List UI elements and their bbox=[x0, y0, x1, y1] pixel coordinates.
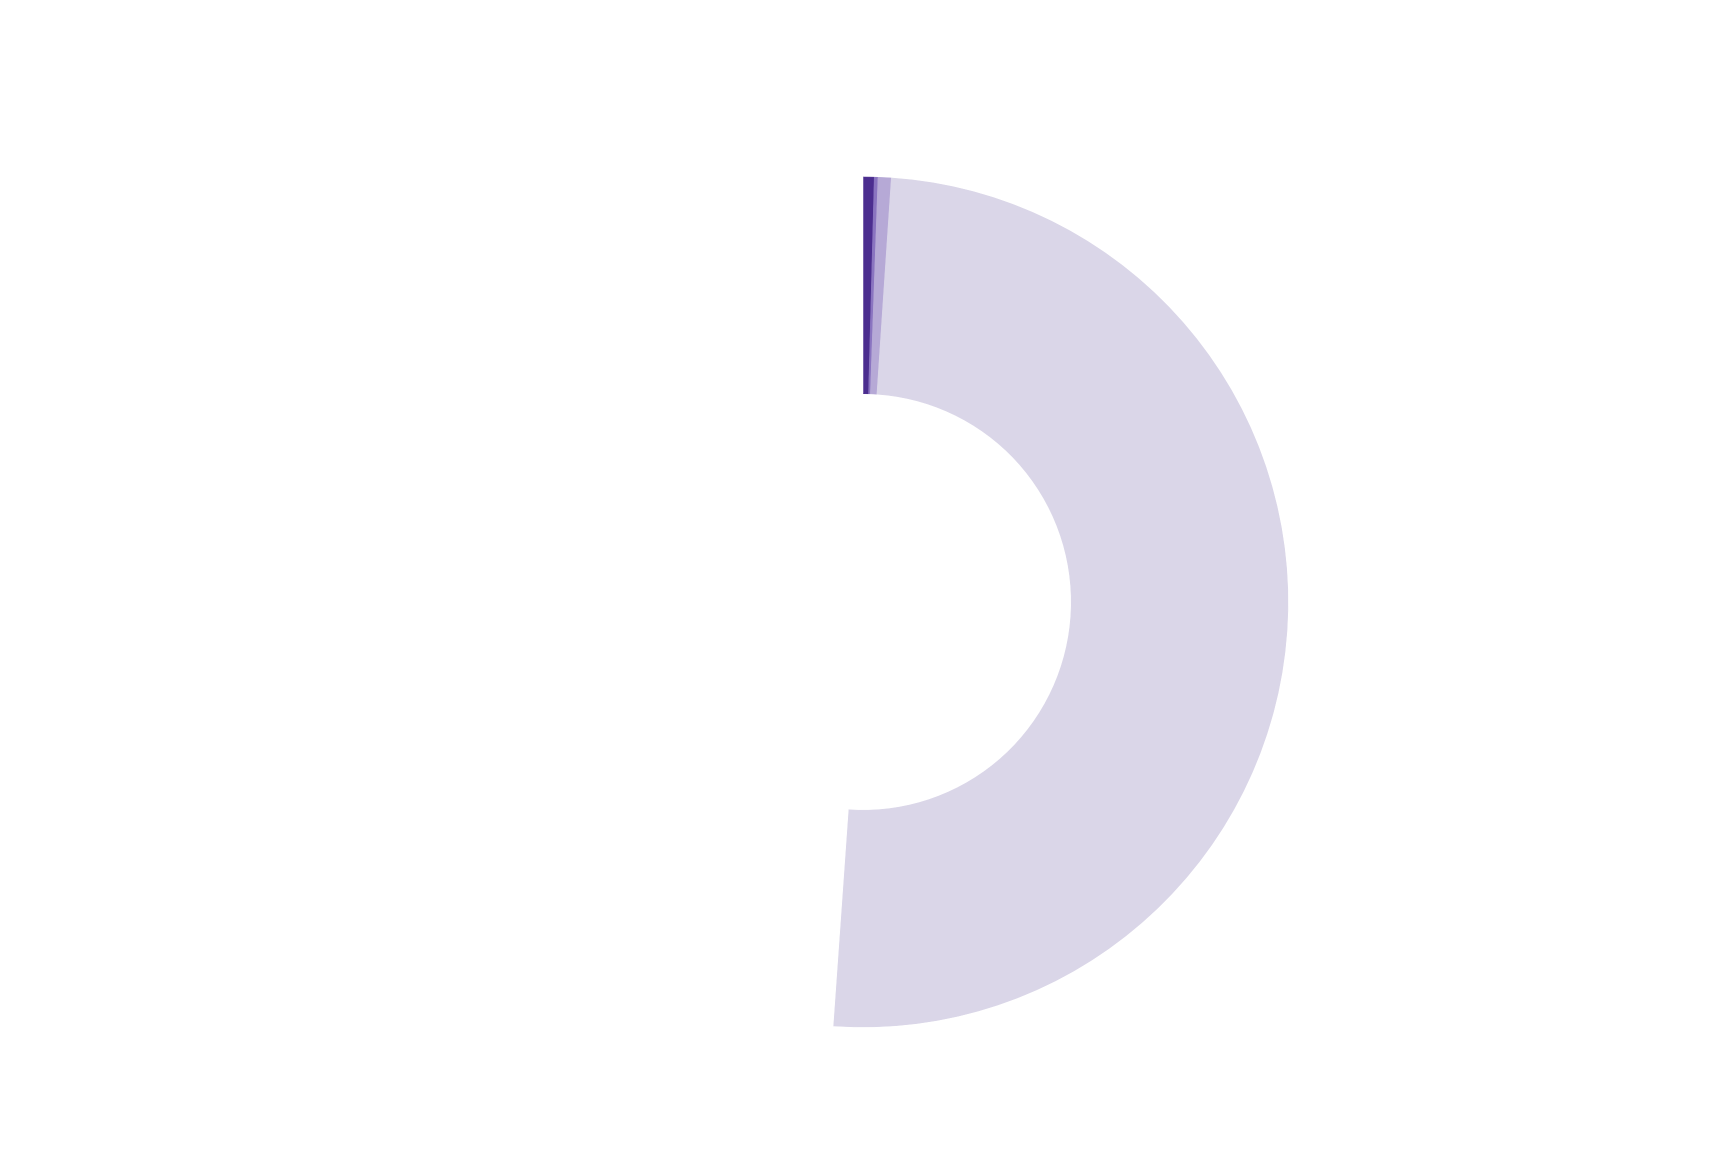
donut-slice bbox=[437, 176, 864, 1027]
donut-slice bbox=[832, 177, 1288, 1028]
